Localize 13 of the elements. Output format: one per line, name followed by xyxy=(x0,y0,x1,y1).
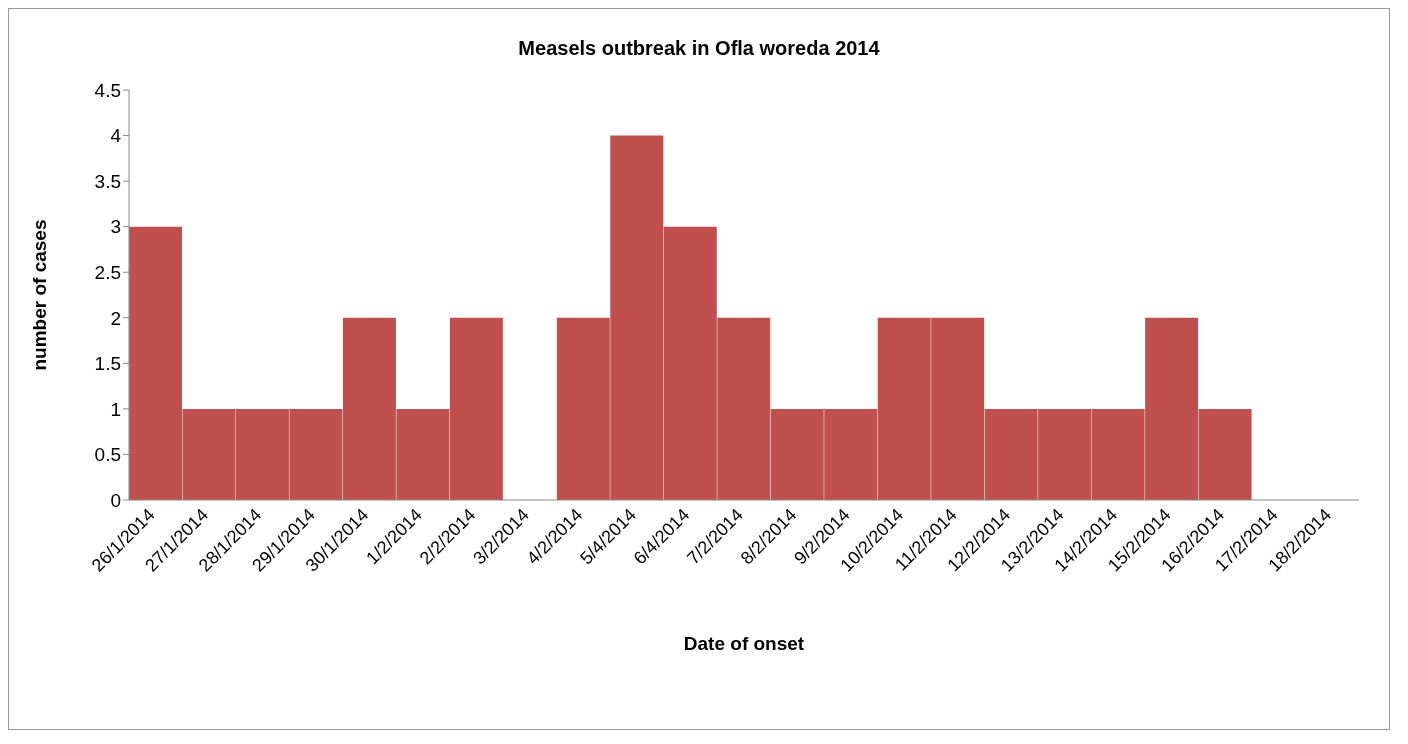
y-tick-label: 4.5 xyxy=(94,79,121,101)
y-axis-title: number of cases xyxy=(28,219,50,371)
y-tick-label: 2.5 xyxy=(94,261,121,283)
y-tick-label: 4 xyxy=(110,125,122,147)
y-tick-label: 3 xyxy=(110,216,121,238)
y-tick-label: 1.5 xyxy=(94,353,121,375)
y-tick-label: 0 xyxy=(110,489,121,511)
y-tick-label: 1 xyxy=(110,398,121,420)
y-tick-label: 2 xyxy=(110,307,121,329)
y-tick-label: 0.5 xyxy=(94,444,121,466)
chart-title: Measels outbreak in Ofla woreda 2014 xyxy=(517,37,881,60)
x-axis-title: Date of onset xyxy=(683,633,805,654)
y-tick-label: 3.5 xyxy=(94,170,121,192)
